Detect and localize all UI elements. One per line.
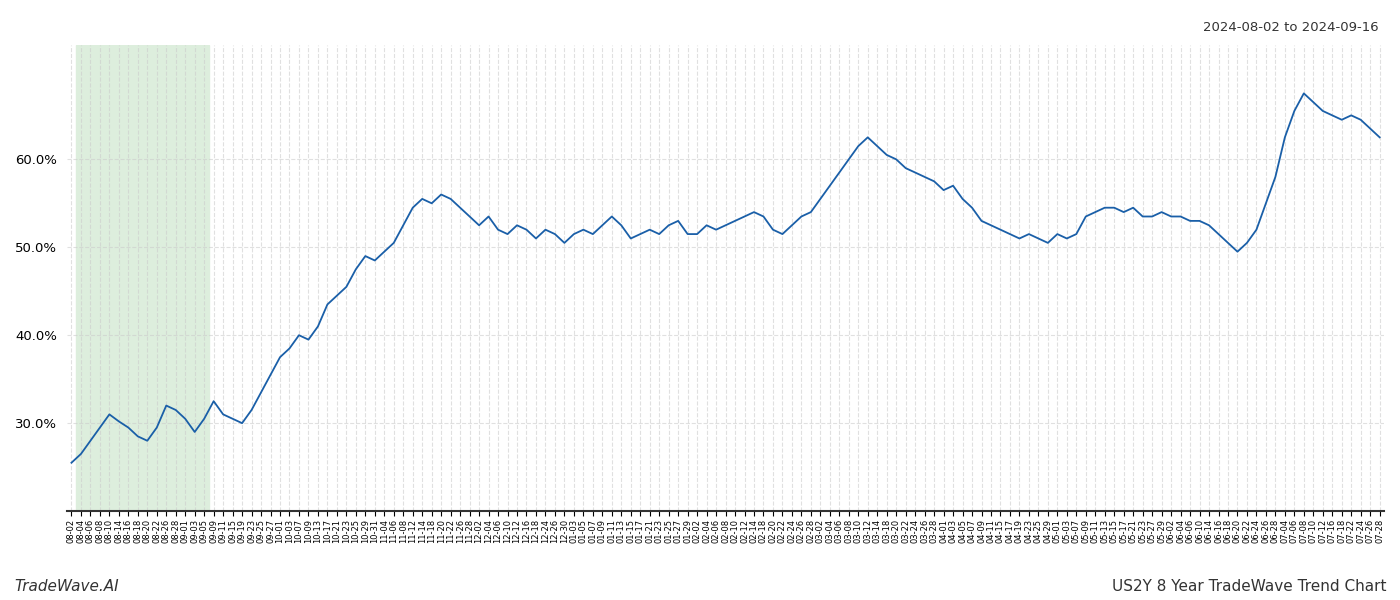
Text: 2024-08-02 to 2024-09-16: 2024-08-02 to 2024-09-16 [1204,21,1379,34]
Bar [76,45,209,511]
Text: TradeWave.AI: TradeWave.AI [14,579,119,594]
Text: US2Y 8 Year TradeWave Trend Chart: US2Y 8 Year TradeWave Trend Chart [1112,579,1386,594]
